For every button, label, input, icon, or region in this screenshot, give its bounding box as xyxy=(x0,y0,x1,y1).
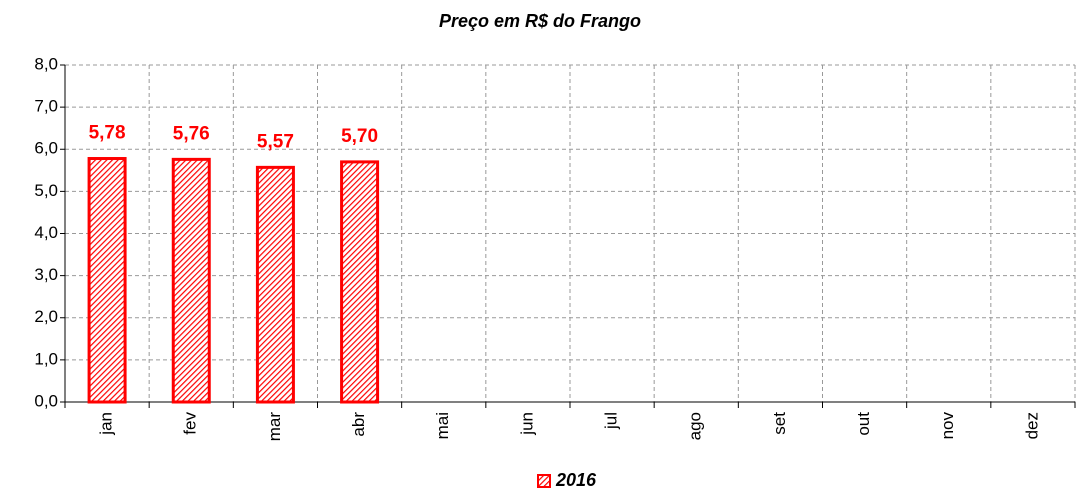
x-tick-label: dez xyxy=(1022,412,1041,439)
x-tick-label: jul xyxy=(602,412,621,430)
bar xyxy=(255,165,295,404)
x-tick-label: mai xyxy=(433,412,452,439)
bar xyxy=(340,160,380,404)
legend-label: 2016 xyxy=(555,470,597,490)
legend-swatch xyxy=(537,474,551,488)
y-tick-label: 3,0 xyxy=(34,265,58,284)
x-tick-label: abr xyxy=(349,412,368,437)
data-label: 5,78 xyxy=(89,123,126,144)
data-label: 5,76 xyxy=(173,123,210,144)
x-tick-label: nov xyxy=(938,412,957,440)
y-tick-label: 4,0 xyxy=(34,223,58,242)
x-tick-label: jun xyxy=(517,412,536,436)
y-tick-label: 0,0 xyxy=(34,391,58,410)
data-label: 5,57 xyxy=(257,131,294,152)
x-tick-label: fev xyxy=(181,412,200,435)
y-tick-label: 2,0 xyxy=(34,307,58,326)
data-label: 5,70 xyxy=(341,126,378,147)
x-tick-label: jan xyxy=(97,412,116,436)
x-tick-label: mar xyxy=(265,412,284,442)
bar xyxy=(171,157,211,404)
x-tick-label: out xyxy=(854,412,873,436)
x-tick-label: set xyxy=(770,412,789,435)
y-tick-label: 1,0 xyxy=(34,349,58,368)
y-tick-label: 7,0 xyxy=(34,97,58,116)
y-tick-label: 6,0 xyxy=(34,139,58,158)
x-tick-label: ago xyxy=(686,412,705,440)
y-tick-label: 8,0 xyxy=(34,54,58,73)
chart-title: Preço em R$ do Frango xyxy=(439,11,641,31)
bar xyxy=(87,157,127,404)
y-tick-label: 5,0 xyxy=(34,181,58,200)
